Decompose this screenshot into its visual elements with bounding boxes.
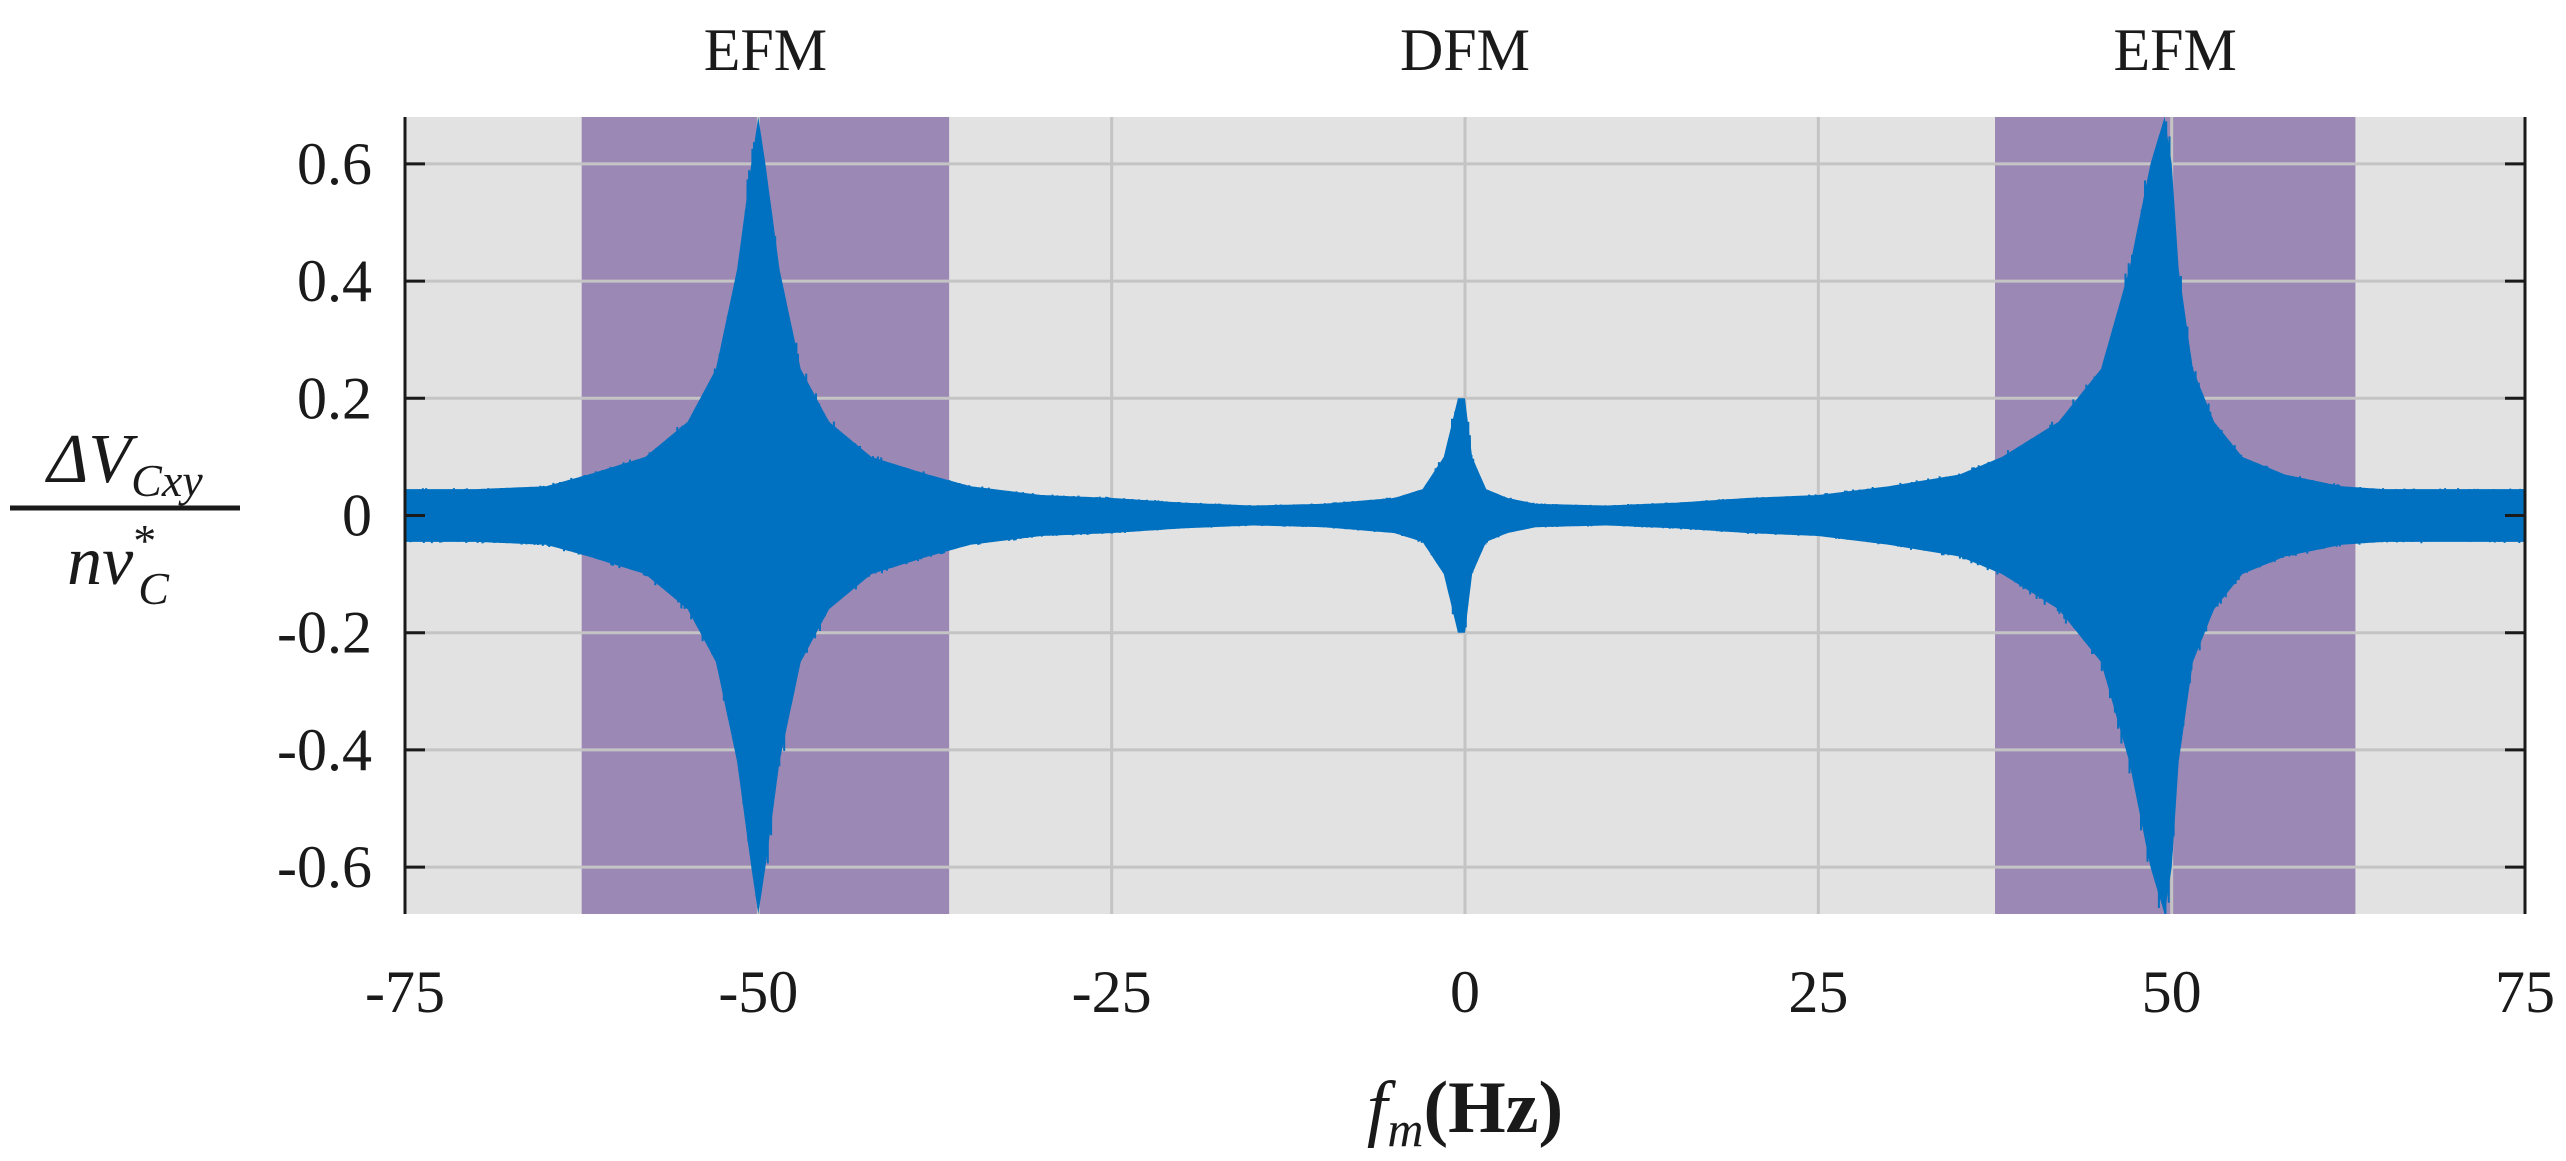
y-axis-numerator-subscript: Cxy	[131, 455, 203, 506]
series-line-0	[405, 121, 2525, 914]
y-tick-label: -0.6	[277, 834, 372, 900]
y-tick-label: -0.4	[277, 717, 372, 783]
y-tick-label: 0.4	[297, 248, 372, 314]
x-axis-subscript: m	[1387, 1101, 1423, 1157]
y-tick-label: 0.2	[297, 365, 372, 431]
x-tick-label: 25	[1788, 959, 1848, 1025]
region-label-dfm-1: DFM	[1400, 17, 1530, 83]
x-tick-labels: -75 -50 -25 0 25 50 75	[365, 959, 2555, 1025]
x-tick-label: 75	[2495, 959, 2555, 1025]
y-tick-label: 0	[342, 483, 372, 549]
x-tick-label: -75	[365, 959, 445, 1025]
x-axis-unit: (Hz)	[1423, 1067, 1563, 1149]
y-axis-denominator: nv* C	[67, 515, 170, 614]
y-axis-denominator-superscript: *	[133, 515, 156, 566]
x-tick-label: -25	[1072, 959, 1152, 1025]
x-axis-title: fm(Hz)	[1367, 1067, 1563, 1157]
region-label-efm-0: EFM	[704, 17, 827, 83]
y-tick-label: 0.6	[297, 131, 372, 197]
axes	[403, 117, 2527, 914]
x-tick-label: 0	[1450, 959, 1480, 1025]
region-labels: EFM DFM EFM	[704, 17, 2237, 83]
y-tick-label: -0.2	[277, 600, 372, 666]
y-axis-denominator-subscript: C	[138, 563, 170, 614]
y-axis-title: ΔVCxy nv* C	[10, 421, 240, 614]
y-axis-denominator-prefix: nv	[67, 523, 134, 600]
y-tick-labels: -0.6 -0.4 -0.2 0 0.2 0.4 0.6	[277, 131, 372, 900]
y-axis-numerator: ΔVCxy	[44, 421, 203, 506]
series-layer	[405, 117, 2525, 914]
y-axis-numerator-prefix: ΔV	[44, 421, 138, 498]
region-label-efm-2: EFM	[2114, 17, 2237, 83]
x-tick-label: -50	[718, 959, 798, 1025]
x-tick-label: 50	[2142, 959, 2202, 1025]
